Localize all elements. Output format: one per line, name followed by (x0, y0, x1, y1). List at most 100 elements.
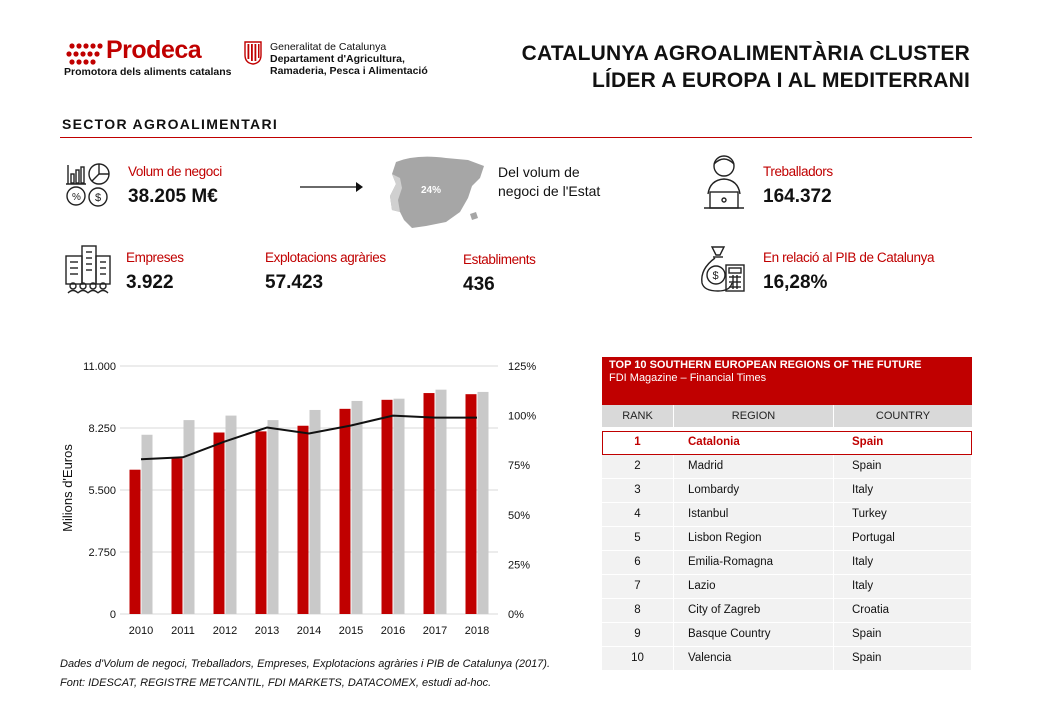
spain-map-icon: 24% (390, 156, 484, 228)
column-region: REGION (674, 405, 834, 427)
svg-text:$: $ (95, 192, 101, 204)
establiments-value: 436 (463, 274, 495, 295)
column-rank: RANK (602, 405, 674, 427)
map-caption-line-1: Del volum de (498, 164, 580, 180)
country-cell: Turkey (834, 503, 972, 526)
region-cell: Madrid (674, 455, 834, 478)
region-cell: Lombardy (674, 479, 834, 502)
treballadors-label: Treballadors (763, 164, 833, 179)
footnote-data: Dades d'Volum de negoci, Treballadors, E… (60, 658, 551, 670)
region-cell: Lazio (674, 575, 834, 598)
treballadors-value: 164.372 (763, 186, 832, 207)
table-row: 5 Lisbon Region Portugal (602, 527, 972, 551)
pib-label: En relació al PIB de Catalunya (763, 250, 935, 265)
volum-negoci-value: 38.205 M€ (128, 186, 218, 207)
y-tick-label: 5.500 (88, 485, 116, 497)
ranking-header: TOP 10 SOUTHERN EUROPEAN REGIONS OF THE … (602, 357, 972, 405)
map-caption: Del volum de negoci de l'Estat (498, 163, 600, 201)
table-row: 3 Lombardy Italy (602, 479, 972, 503)
bar-series-2 (267, 420, 279, 614)
pib-value: 16,28% (763, 272, 828, 293)
rank-cell: 10 (602, 647, 674, 670)
bar-series-1 (171, 458, 183, 614)
empreses-value: 3.922 (126, 272, 174, 293)
country-cell: Spain (834, 431, 972, 454)
y2-tick-label: 50% (508, 510, 530, 522)
ranking-rows: 1 Catalonia Spain 2 Madrid Spain 3 Lombardy Ital… (602, 431, 972, 671)
svg-text:$: $ (713, 270, 719, 282)
ranking-subtitle: FDI Magazine – Financial Times (609, 372, 767, 384)
svg-text:%: % (72, 192, 81, 203)
rank-cell: 1 (602, 431, 674, 454)
table-row: 6 Emilia-Romagna Italy (602, 551, 972, 575)
volum-negoci-label: Volum de negoci (128, 164, 222, 179)
country-cell: Spain (834, 455, 972, 478)
bar-series-1 (297, 425, 309, 614)
x-tick-label: 2014 (297, 625, 321, 637)
bar-series-1 (339, 408, 351, 614)
x-tick-label: 2011 (171, 625, 195, 637)
brand-name: Prodeca (106, 36, 202, 64)
x-tick-label: 2018 (465, 625, 489, 637)
country-cell: Croatia (834, 599, 972, 622)
region-cell: Valencia (674, 647, 834, 670)
region-cell: Lisbon Region (674, 527, 834, 550)
country-cell: Italy (834, 551, 972, 574)
country-cell: Italy (834, 479, 972, 502)
bar-series-1 (213, 432, 225, 614)
gov-name: Generalitat de Catalunya (270, 41, 387, 53)
rank-cell: 4 (602, 503, 674, 526)
companies-icon (65, 245, 111, 294)
y-tick-label: 2.750 (88, 547, 116, 559)
money-bag-icon: $ (701, 246, 745, 292)
bar-series-2 (351, 400, 363, 614)
rank-cell: 7 (602, 575, 674, 598)
region-cell: Istanbul (674, 503, 834, 526)
x-tick-label: 2013 (255, 625, 279, 637)
worker-icon (704, 155, 744, 209)
rank-cell: 3 (602, 479, 674, 502)
bar-series-2 (393, 398, 405, 614)
bar-series-2 (141, 434, 153, 614)
bar-series-1 (465, 394, 477, 614)
bar-series-2 (309, 409, 321, 614)
y2-tick-label: 75% (508, 460, 530, 472)
table-row: 8 City of Zagreb Croatia (602, 599, 972, 623)
chart-y-axis-title: Milions d'Euros (60, 444, 75, 532)
line-series (140, 414, 477, 461)
title-line-1: CATALUNYA AGROALIMENTÀRIA CLUSTER (521, 42, 970, 65)
explotacions-value: 57.423 (265, 272, 324, 293)
brand-tagline: Promotora dels aliments catalans (64, 66, 232, 78)
map-caption-line-2: negoci de l'Estat (498, 183, 601, 199)
region-cell: Basque Country (674, 623, 834, 646)
region-cell: Emilia-Romagna (674, 551, 834, 574)
prodeca-logo-icon (66, 43, 103, 65)
table-row: 2 Madrid Spain (602, 455, 972, 479)
bar-series-2 (183, 420, 195, 614)
y-tick-label: 0 (110, 609, 116, 621)
rank-cell: 5 (602, 527, 674, 550)
region-cell: City of Zagreb (674, 599, 834, 622)
empreses-label: Empreses (126, 250, 184, 265)
bar-series-1 (423, 393, 435, 614)
country-cell: Spain (834, 623, 972, 646)
table-row: 10 Valencia Spain (602, 647, 972, 671)
rank-cell: 8 (602, 599, 674, 622)
bar-series-1 (255, 431, 267, 614)
rank-cell: 9 (602, 623, 674, 646)
section-title: SECTOR AGROALIMENTARI (62, 116, 279, 132)
explotacions-label: Explotacions agràries (265, 250, 386, 265)
gov-department: Departament d'Agricultura, (270, 53, 405, 65)
x-tick-label: 2016 (381, 625, 405, 637)
table-row: 7 Lazio Italy (602, 575, 972, 599)
ranking-table: TOP 10 SOUTHERN EUROPEAN REGIONS OF THE … (602, 357, 972, 671)
table-row: 1 Catalonia Spain (602, 431, 972, 455)
ranking-column-headers: RANK REGION COUNTRY (602, 405, 972, 427)
generalitat-shield-icon (244, 41, 262, 65)
y2-tick-label: 125% (508, 361, 536, 373)
bar-series-2 (225, 415, 237, 614)
country-cell: Italy (834, 575, 972, 598)
business-volume-chart: 0 2.750 5.500 8.250 11.000 0% 25% 50% 75% 100% 12… (60, 361, 536, 637)
column-country: COUNTRY (875, 410, 931, 422)
table-row: 9 Basque Country Spain (602, 623, 972, 647)
